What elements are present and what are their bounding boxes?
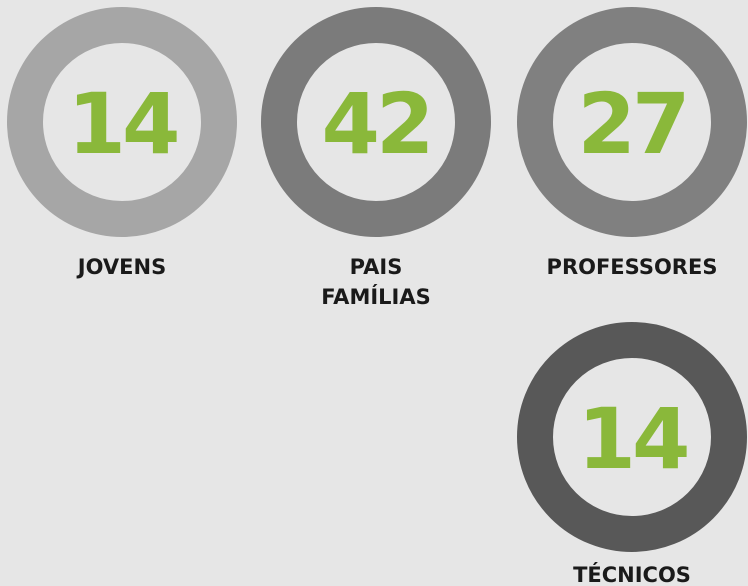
ring xyxy=(7,7,237,237)
count: 14 xyxy=(578,390,687,488)
label: JOVENS xyxy=(76,255,166,279)
count: 42 xyxy=(322,75,431,173)
count: 14 xyxy=(68,75,177,173)
label: PAIS xyxy=(350,255,403,279)
ring xyxy=(517,7,747,237)
label: PROFESSORES xyxy=(547,255,718,279)
ring xyxy=(261,7,491,237)
label: TÉCNICOS xyxy=(573,562,691,586)
label: FAMÍLIAS xyxy=(321,284,430,309)
ring xyxy=(517,322,747,552)
count: 27 xyxy=(578,75,687,173)
